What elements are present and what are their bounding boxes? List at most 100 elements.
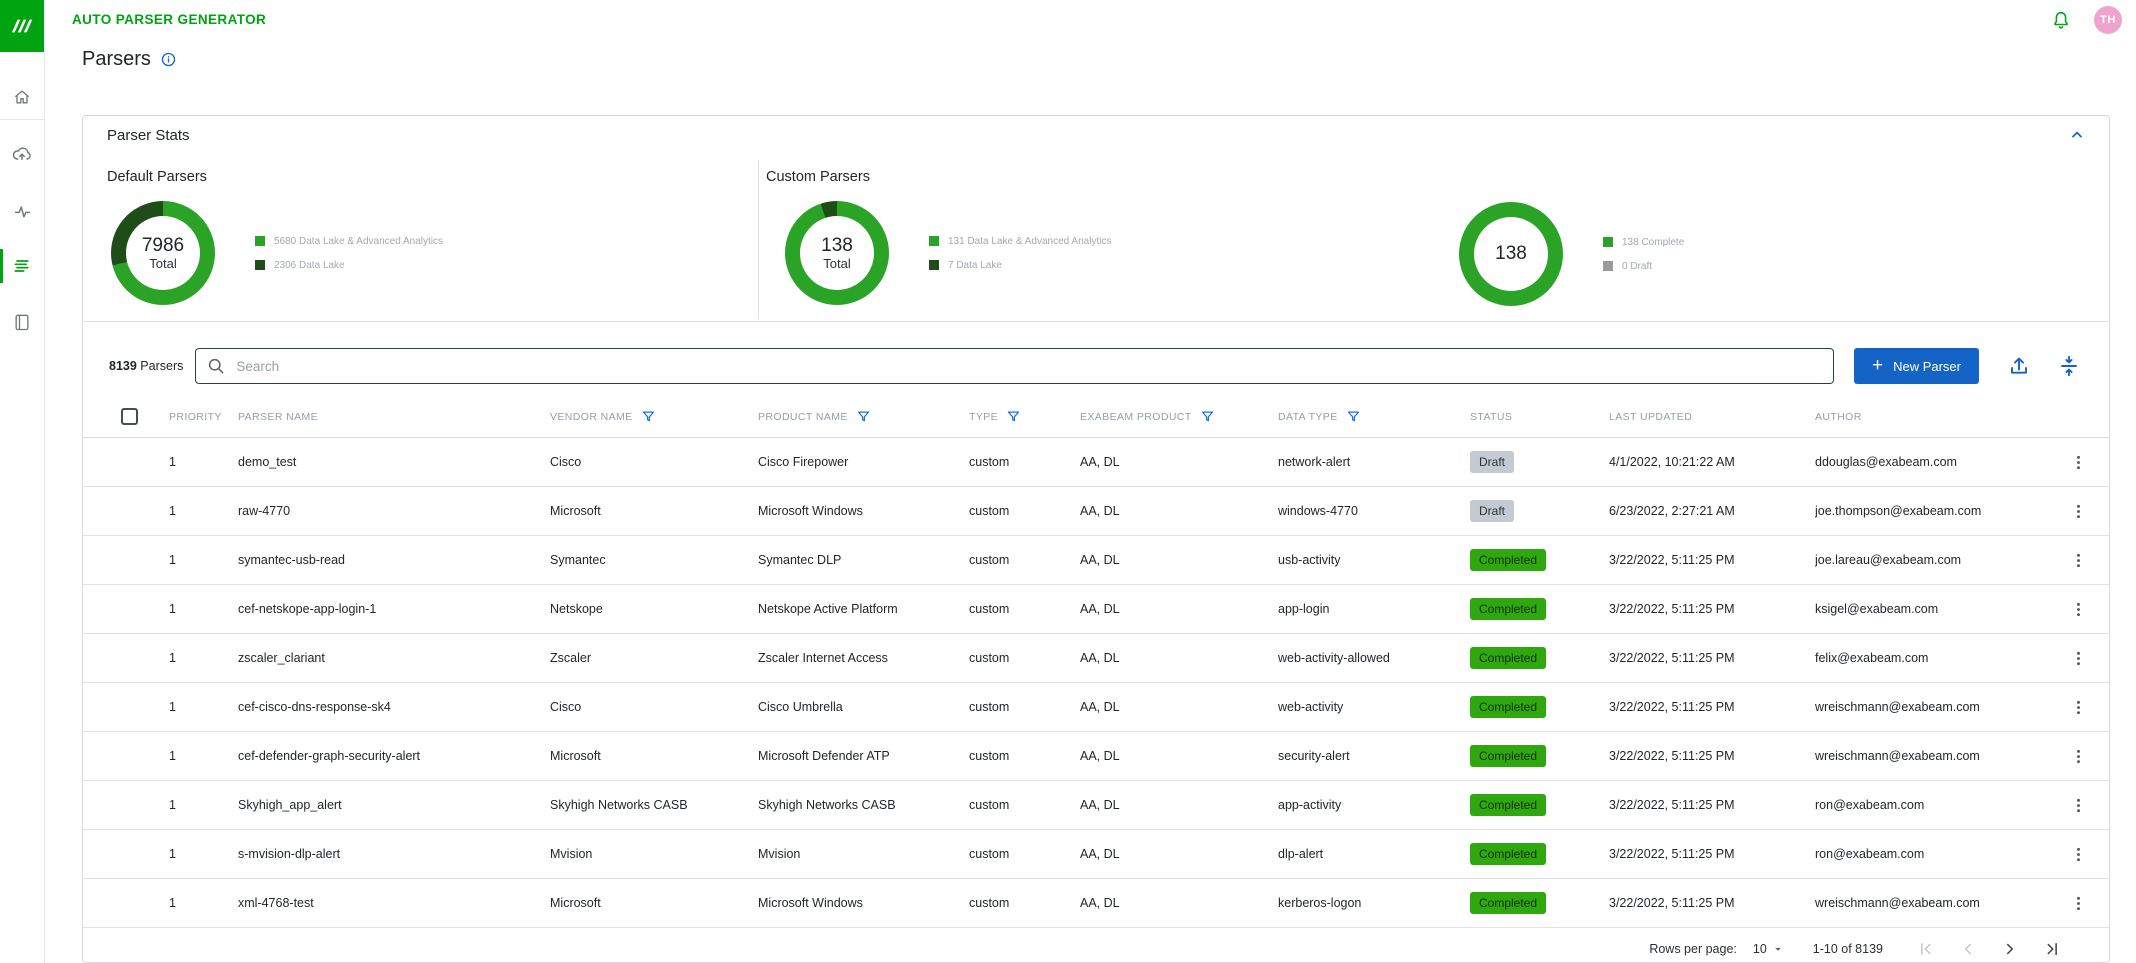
cell-vendor-name: Microsoft [550, 504, 601, 518]
table-row[interactable]: 1 cef-defender-graph-security-alert Micr… [83, 732, 2109, 781]
notifications-bell-icon[interactable] [2050, 9, 2072, 31]
donut-total-label: Total [149, 256, 177, 272]
sidebar-item-library[interactable] [0, 300, 44, 344]
info-icon[interactable] [161, 52, 176, 67]
cell-exabeam-product: AA, DL [1080, 602, 1120, 616]
col-parser-name[interactable]: PARSER NAME [238, 410, 319, 423]
table-row[interactable]: 1 s-mvision-dlp-alert Mvision Mvision cu… [83, 830, 2109, 879]
prev-page-button[interactable] [1955, 940, 1981, 958]
rows-per-page-select[interactable]: 10 [1753, 942, 1785, 956]
filter-icon[interactable] [1200, 409, 1215, 424]
legend-swatch [255, 260, 265, 270]
kebab-menu-icon[interactable] [2069, 845, 2088, 864]
table-row[interactable]: 1 zscaler_clariant Zscaler Zscaler Inter… [83, 634, 2109, 683]
col-product-name[interactable]: PRODUCT NAME [758, 409, 969, 424]
filter-icon[interactable] [641, 409, 656, 424]
search-box[interactable] [195, 348, 1834, 384]
cell-product-name: Symantec DLP [758, 553, 842, 567]
cell-last-updated: 4/1/2022, 10:21:22 AM [1609, 455, 1735, 469]
cell-data-type: windows-4770 [1278, 504, 1358, 518]
legend-swatch [1603, 237, 1613, 247]
cell-vendor-name: Microsoft [550, 749, 601, 763]
kebab-menu-icon[interactable] [2069, 551, 2088, 570]
cell-last-updated: 3/22/2022, 5:11:25 PM [1609, 651, 1735, 665]
table-row[interactable]: 1 cef-cisco-dns-response-sk4 Cisco Cisco… [83, 683, 2109, 732]
default-parsers-title: Default Parsers [107, 169, 207, 185]
table-row[interactable]: 1 Skyhigh_app_alert Skyhigh Networks CAS… [83, 781, 2109, 830]
collapse-stats-chevron-icon[interactable] [2069, 127, 2085, 143]
cell-parser-name: demo_test [238, 455, 297, 469]
col-exabeam-product[interactable]: EXABEAM PRODUCT [1080, 409, 1278, 424]
last-page-button[interactable] [2039, 940, 2065, 958]
col-last-updated[interactable]: LAST UPDATED [1609, 410, 1693, 423]
select-all-checkbox[interactable] [121, 408, 138, 425]
parsers-count-suffix: Parsers [140, 359, 184, 373]
cell-data-type: network-alert [1278, 455, 1351, 469]
legend-item: 7 Data Lake [929, 260, 1111, 271]
next-page-button[interactable] [1997, 940, 2023, 958]
sidebar-item-home[interactable] [0, 75, 44, 119]
cell-exabeam-product: AA, DL [1080, 553, 1120, 567]
home-icon [14, 90, 30, 104]
new-parser-button[interactable]: + New Parser [1853, 348, 1979, 384]
avatar[interactable]: TH [2094, 6, 2122, 34]
legend-label: 5680 Data Lake & Advanced Analytics [274, 235, 444, 247]
col-vendor-name[interactable]: VENDOR NAME [550, 409, 758, 424]
kebab-menu-icon[interactable] [2069, 894, 2088, 913]
stats-divider [758, 160, 759, 319]
cell-vendor-name: Netskope [550, 602, 603, 616]
kebab-menu-icon[interactable] [2069, 453, 2088, 472]
sidebar-item-collectors[interactable] [0, 132, 44, 176]
kebab-menu-icon[interactable] [2069, 649, 2088, 668]
kebab-menu-icon[interactable] [2069, 502, 2088, 521]
cell-last-updated: 3/22/2022, 5:11:25 PM [1609, 749, 1735, 763]
table-row[interactable]: 1 xml-4768-test Microsoft Microsoft Wind… [83, 879, 2109, 928]
col-type[interactable]: TYPE [969, 409, 1080, 424]
status-badge: Draft [1470, 499, 1515, 523]
sidebar-item-activity[interactable] [0, 189, 44, 233]
table-row[interactable]: 1 cef-netskope-app-login-1 Netskope Nets… [83, 585, 2109, 634]
cell-type: custom [969, 700, 1010, 714]
cell-last-updated: 3/22/2022, 5:11:25 PM [1609, 798, 1735, 812]
table-row[interactable]: 1 symantec-usb-read Symantec Symantec DL… [83, 536, 2109, 585]
kebab-menu-icon[interactable] [2069, 600, 2088, 619]
col-priority[interactable]: PRIORITY [169, 410, 222, 423]
cell-author: wreischmann@exabeam.com [1815, 896, 1980, 910]
cell-priority: 1 [169, 504, 176, 518]
donut-legend: 131 Data Lake & Advanced Analytics 7 Data… [929, 236, 1111, 271]
filter-icon[interactable] [1346, 409, 1361, 424]
row-density-icon[interactable] [2055, 352, 2083, 380]
kebab-menu-icon[interactable] [2069, 698, 2088, 717]
cell-data-type: app-activity [1278, 798, 1342, 812]
parsers-list-icon [14, 260, 29, 272]
cell-type: custom [969, 896, 1010, 910]
legend-swatch [1603, 261, 1613, 271]
legend-label: 2306 Data Lake [274, 259, 345, 271]
sidebar-item-parsers[interactable] [0, 244, 44, 288]
cell-priority: 1 [169, 651, 176, 665]
col-data-type[interactable]: DATA TYPE [1278, 409, 1470, 424]
cell-priority: 1 [169, 602, 176, 616]
col-status[interactable]: STATUS [1470, 410, 1513, 423]
table-row[interactable]: 1 demo_test Cisco Cisco Firepower custom… [83, 438, 2109, 487]
kebab-menu-icon[interactable] [2069, 796, 2088, 815]
col-author[interactable]: AUTHOR [1815, 410, 1862, 423]
kebab-menu-icon[interactable] [2069, 747, 2088, 766]
cell-product-name: Skyhigh Networks CASB [758, 798, 896, 812]
cell-author: ron@exabeam.com [1815, 798, 1925, 812]
table-row[interactable]: 1 raw-4770 Microsoft Microsoft Windows c… [83, 487, 2109, 536]
first-page-button[interactable] [1913, 940, 1939, 958]
cell-priority: 1 [169, 798, 176, 812]
cell-vendor-name: Cisco [550, 700, 582, 714]
upload-icon[interactable] [2005, 352, 2033, 380]
cell-exabeam-product: AA, DL [1080, 749, 1120, 763]
rows-per-page-value: 10 [1752, 942, 1767, 956]
legend-item: 0 Draft [1603, 261, 1684, 272]
table-toolbar: 8139 Parsers + New Parser [83, 321, 2109, 396]
filter-icon[interactable] [1006, 409, 1021, 424]
cell-vendor-name: Cisco [550, 455, 582, 469]
cell-exabeam-product: AA, DL [1080, 455, 1120, 469]
filter-icon[interactable] [856, 409, 871, 424]
search-input[interactable] [195, 348, 1834, 384]
pagination-range: 1-10 of 8139 [1812, 942, 1883, 956]
